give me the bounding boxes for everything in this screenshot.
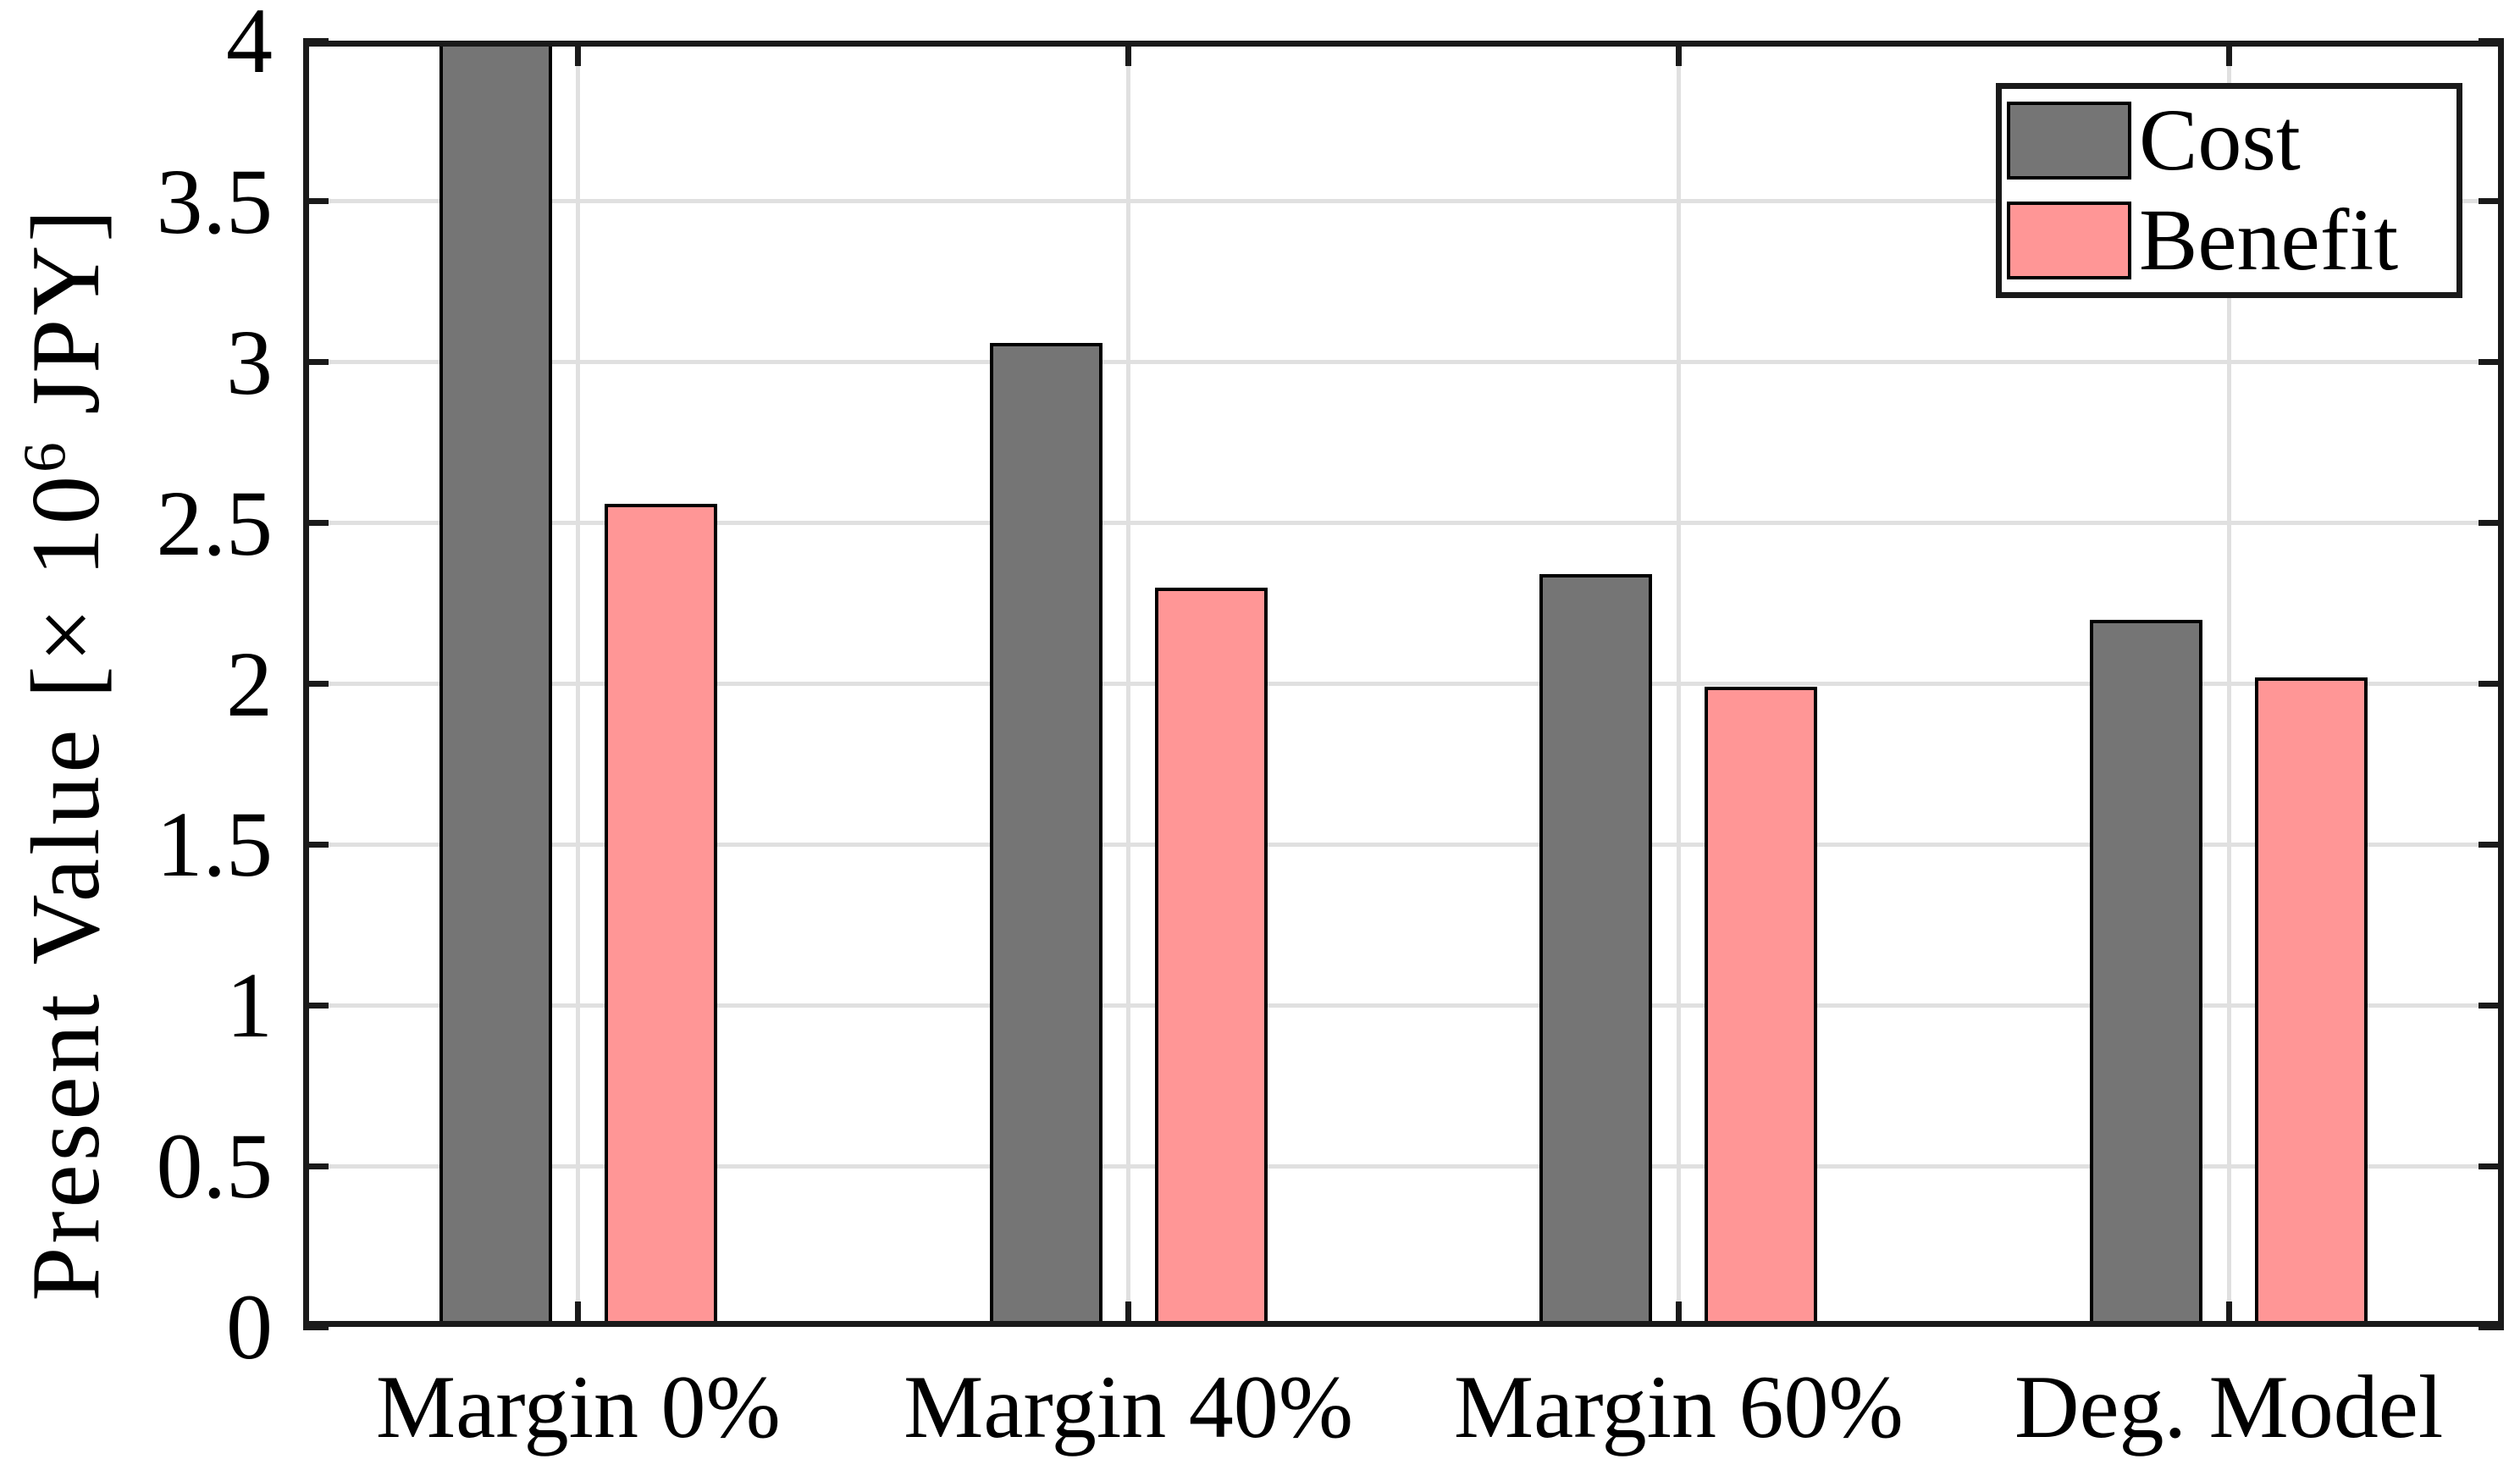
x-axis-tick-bottom xyxy=(1125,1301,1132,1327)
x-axis-tick-bottom xyxy=(2225,1301,2232,1327)
y-tick-label: 2 xyxy=(226,632,273,736)
legend-label-benefit: Benefit xyxy=(2139,191,2399,289)
y-axis-tick-right xyxy=(2479,1163,2504,1169)
y-axis-tick-right xyxy=(2479,359,2504,366)
bar-cost-1 xyxy=(439,41,552,1327)
y-axis-tick-right xyxy=(2479,37,2504,44)
bar-benefit-1 xyxy=(604,503,717,1327)
x-axis-tick-top xyxy=(2225,41,2232,66)
y-tick-label: 1 xyxy=(226,953,273,1058)
y-axis-tick-right xyxy=(2479,681,2504,687)
y-tick-label: 0 xyxy=(226,1275,273,1379)
horizontal-gridline xyxy=(303,521,2504,526)
y-axis-tick-right xyxy=(2479,1324,2504,1330)
horizontal-gridline xyxy=(303,842,2504,847)
y-tick-label: 2.5 xyxy=(156,471,274,575)
y-axis-tick-left xyxy=(303,1163,329,1169)
legend: Cost Benefit xyxy=(1996,83,2462,298)
x-category-label: Margin 40% xyxy=(904,1357,1354,1456)
y-axis-tick-left xyxy=(303,198,329,205)
x-category-label: Margin 60% xyxy=(1453,1357,1904,1456)
y-axis-tick-right xyxy=(2479,841,2504,848)
x-axis-tick-top xyxy=(575,41,582,66)
legend-swatch-cost xyxy=(2007,102,2131,180)
horizontal-gridline xyxy=(303,360,2504,365)
y-tick-label: 0.5 xyxy=(156,1114,274,1219)
vertical-gridline xyxy=(2226,41,2231,1327)
y-tick-label: 3.5 xyxy=(156,149,274,253)
horizontal-gridline xyxy=(303,199,2504,204)
x-category-label: Deg. Model xyxy=(2014,1357,2444,1456)
horizontal-gridline xyxy=(303,1003,2504,1008)
legend-swatch-benefit xyxy=(2007,202,2131,279)
horizontal-gridline xyxy=(303,1163,2504,1169)
x-axis-tick-bottom xyxy=(575,1301,582,1327)
y-axis-tick-right xyxy=(2479,1002,2504,1009)
bar-cost-4 xyxy=(2090,619,2203,1327)
x-axis-tick-top xyxy=(1125,41,1132,66)
y-axis-tick-left xyxy=(303,681,329,687)
bar-cost-2 xyxy=(989,342,1102,1327)
vertical-gridline xyxy=(576,41,581,1327)
legend-label-cost: Cost xyxy=(2139,91,2301,189)
x-axis-tick-bottom xyxy=(1675,1301,1682,1327)
y-axis-tick-left xyxy=(303,1002,329,1009)
plot-area xyxy=(303,37,2504,1330)
bar-benefit-2 xyxy=(1154,587,1268,1327)
y-axis-tick-left xyxy=(303,1324,329,1330)
y-tick-label: 3 xyxy=(226,310,273,414)
y-axis-tick-right xyxy=(2479,520,2504,527)
y-axis-tick-left xyxy=(303,359,329,366)
bar-cost-3 xyxy=(1539,574,1653,1327)
vertical-gridline xyxy=(1676,41,1681,1327)
x-axis-tick-top xyxy=(1675,41,1682,66)
x-category-label: Margin 0% xyxy=(375,1357,781,1456)
y-axis-title: Present Value [× 106 JPY] xyxy=(10,206,122,1301)
y-axis-title-superscript: 6 xyxy=(11,442,79,472)
y-tick-label: 4 xyxy=(226,0,273,92)
bar-benefit-3 xyxy=(1705,687,1818,1327)
y-axis-tick-left xyxy=(303,37,329,44)
y-axis-title-unit: JPY] xyxy=(12,206,119,443)
y-axis-tick-left xyxy=(303,841,329,848)
y-axis-title-text: Present Value [× 10 xyxy=(12,472,119,1301)
horizontal-gridline xyxy=(303,682,2504,686)
y-tick-label: 1.5 xyxy=(156,793,274,897)
y-axis-tick-left xyxy=(303,520,329,527)
vertical-gridline xyxy=(1126,41,1131,1327)
bar-benefit-4 xyxy=(2255,677,2368,1327)
y-axis-tick-right xyxy=(2479,198,2504,205)
